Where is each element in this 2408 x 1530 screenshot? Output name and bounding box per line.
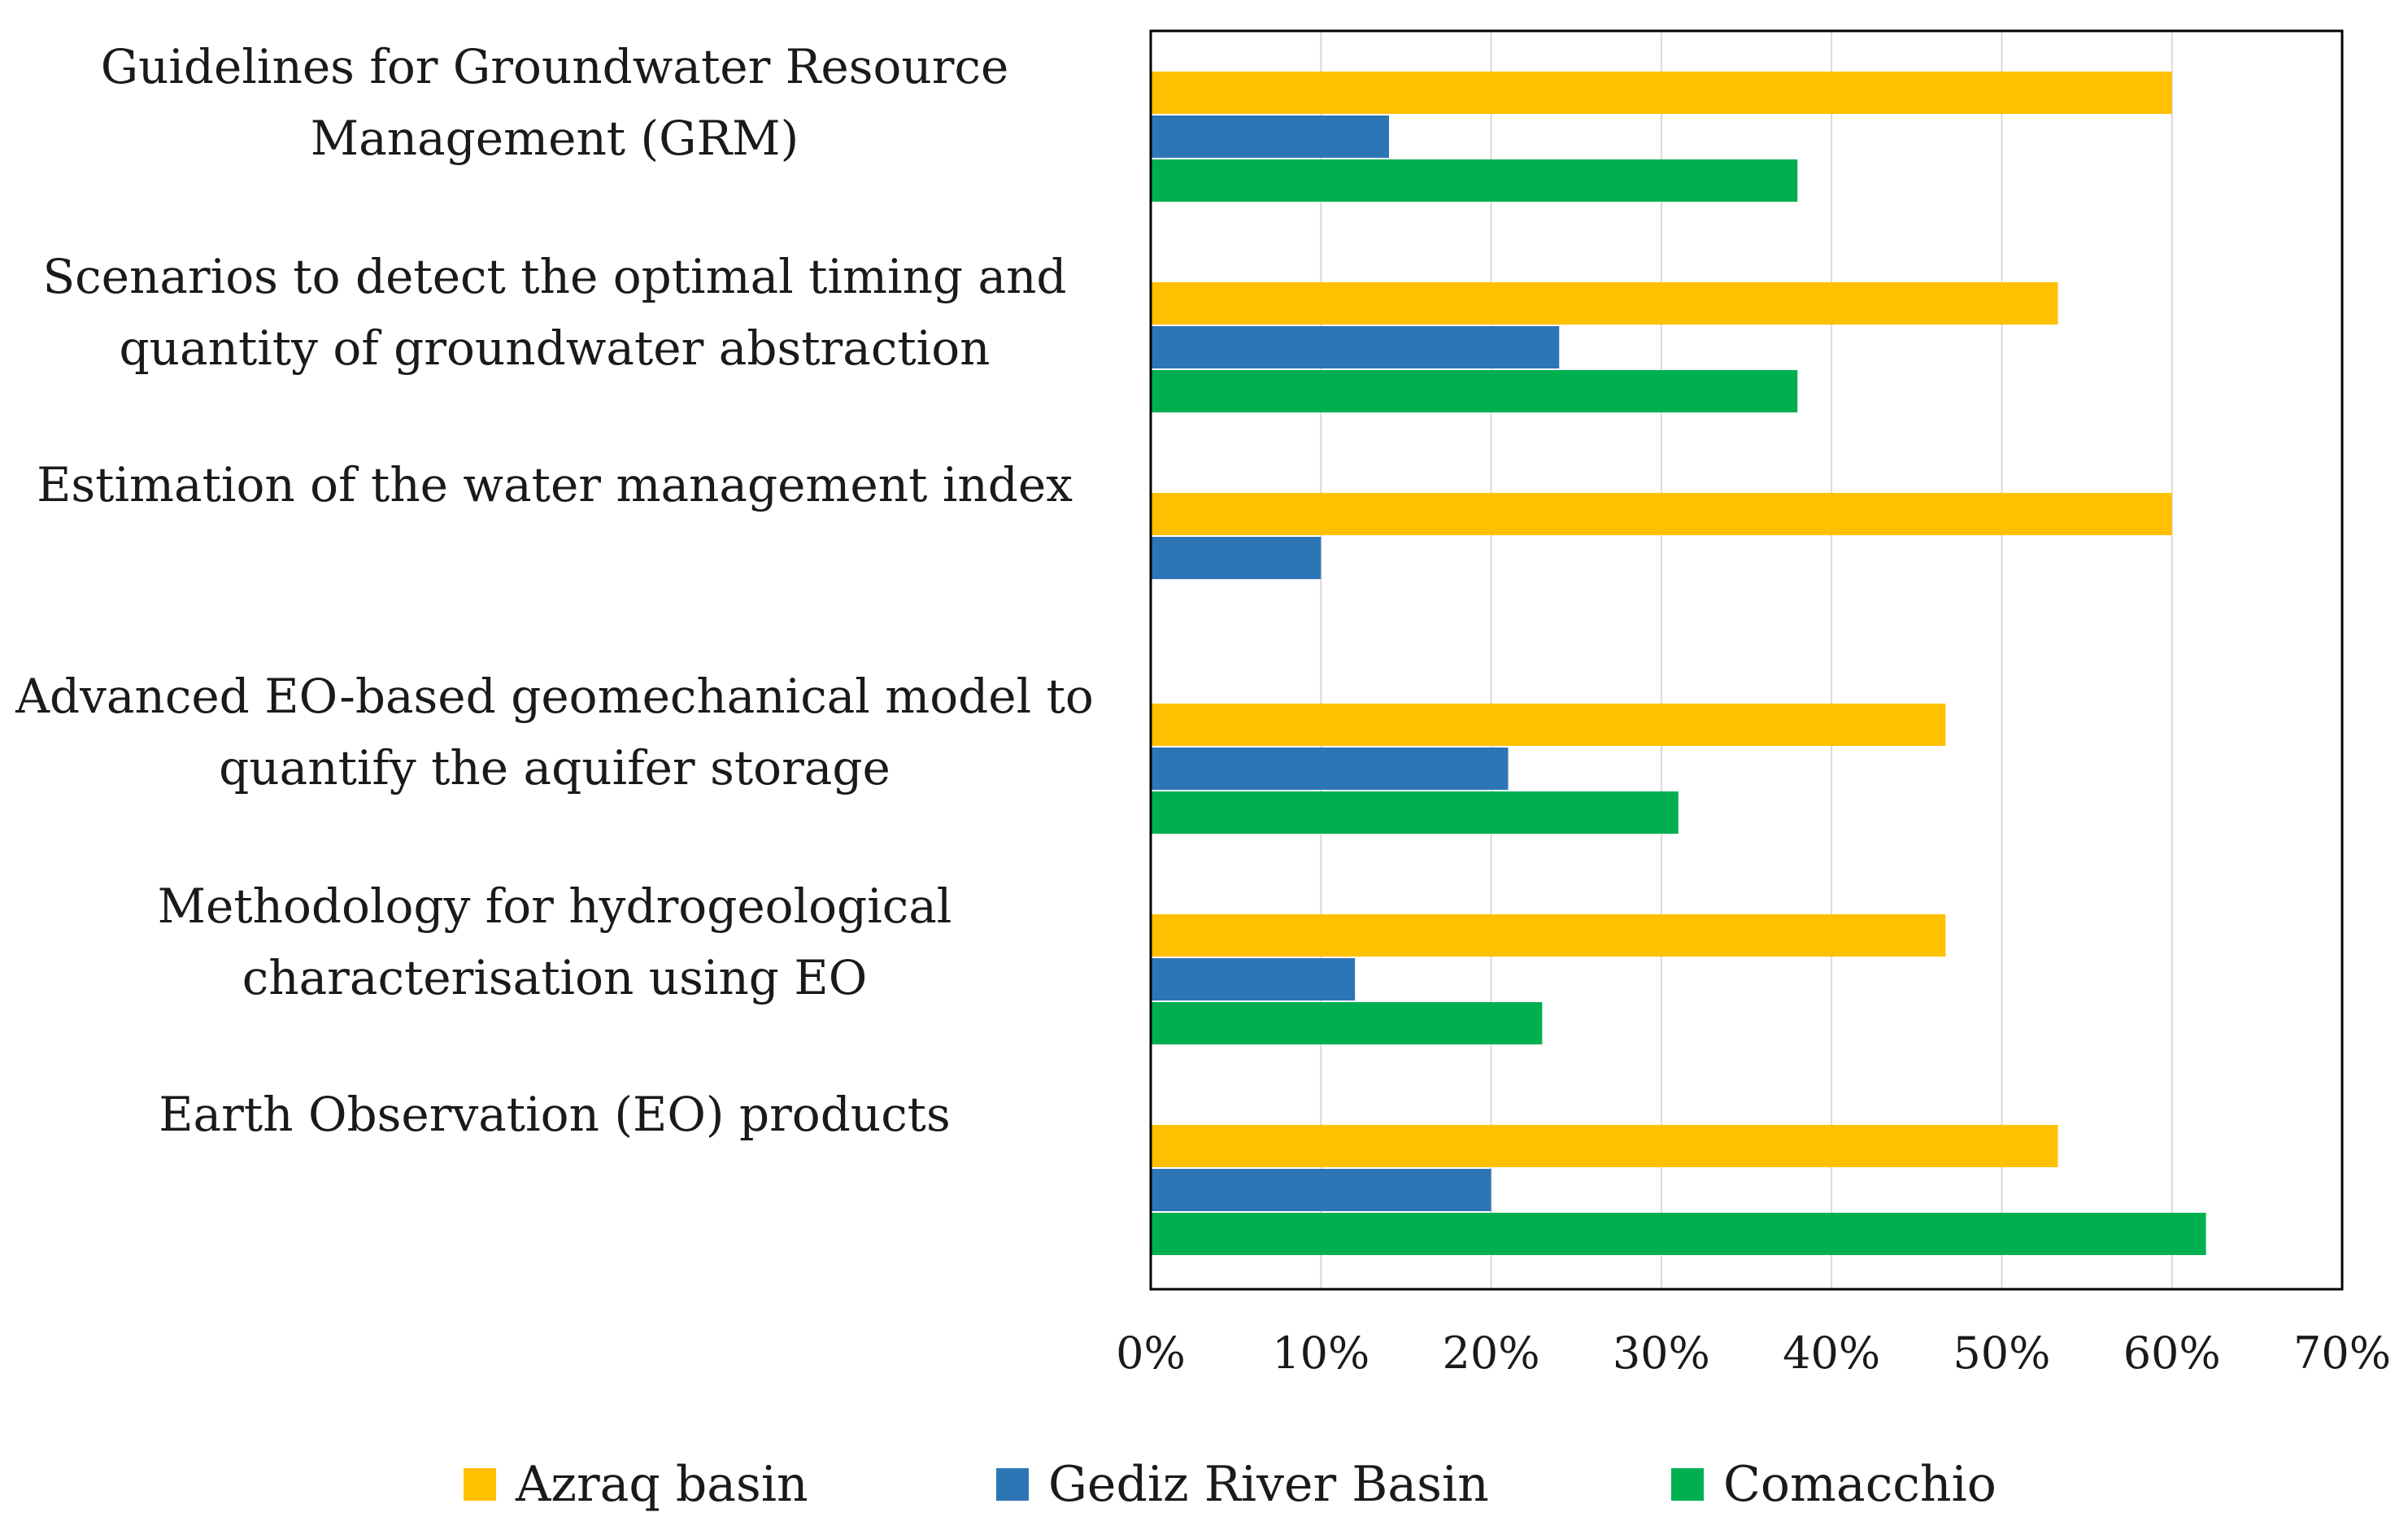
category-label: Earth Observation (EO) products — [10, 1079, 1099, 1150]
category-label: Guidelines for Groundwater Resource Manag… — [10, 31, 1099, 174]
bar-gediz-river-basin — [1151, 1169, 1491, 1211]
x-tick-label: 60% — [2123, 1327, 2221, 1379]
bar-comacchio — [1151, 159, 1798, 202]
bar-gediz-river-basin — [1151, 958, 1356, 1000]
category-label-line: Guidelines for Groundwater Resource — [100, 39, 1009, 94]
category-label-line: Estimation of the water management index — [37, 457, 1073, 512]
category-label-line: Scenarios to detect the optimal timing a… — [42, 249, 1067, 304]
category-label-line: Methodology for hydrogeological — [157, 878, 952, 934]
bar-gediz-river-basin — [1151, 748, 1509, 790]
bar-azraq-basin — [1151, 282, 2058, 325]
bar-gediz-river-basin — [1151, 537, 1322, 579]
bar-comacchio — [1151, 791, 1679, 834]
category-label-line: characterisation using EO — [242, 950, 868, 1005]
legend-item: Gediz River Basin — [996, 1456, 1489, 1513]
plot-border — [1149, 29, 2344, 1291]
category-label-line: Advanced EO-based geomechanical model to — [15, 669, 1094, 724]
x-tick-label: 50% — [1953, 1327, 2051, 1379]
bar-gediz-river-basin — [1151, 116, 1389, 158]
bar-gediz-river-basin — [1151, 326, 1560, 368]
legend-swatch — [996, 1468, 1029, 1501]
x-tick-label: 0% — [1116, 1327, 1186, 1379]
x-tick-label: 40% — [1783, 1327, 1881, 1379]
legend-label: Comacchio — [1723, 1456, 1997, 1513]
category-label-line: Management (GRM) — [310, 111, 799, 166]
bar-comacchio — [1151, 370, 1798, 412]
legend-swatch — [464, 1468, 496, 1501]
category-label: Scenarios to detect the optimal timing a… — [10, 241, 1099, 384]
bar-comacchio — [1151, 1213, 2206, 1255]
legend-swatch — [1671, 1468, 1704, 1501]
x-tick-label: 20% — [1442, 1327, 1540, 1379]
category-label: Estimation of the water management index — [10, 449, 1099, 521]
bar-comacchio — [1151, 1002, 1543, 1044]
category-label: Advanced EO-based geomechanical model to… — [10, 660, 1099, 804]
category-label: Methodology for hydrogeological character… — [10, 870, 1099, 1013]
legend-item: Comacchio — [1671, 1456, 1997, 1513]
x-tick-label: 10% — [1272, 1327, 1370, 1379]
x-tick-label: 30% — [1612, 1327, 1710, 1379]
bar-azraq-basin — [1151, 914, 1946, 957]
bar-azraq-basin — [1151, 704, 1946, 746]
legend-label: Gediz River Basin — [1048, 1456, 1489, 1513]
bar-azraq-basin — [1151, 72, 2172, 114]
category-label-line: quantify the aquifer storage — [219, 740, 890, 796]
bar-azraq-basin — [1151, 493, 2172, 535]
x-tick-label: 70% — [2293, 1327, 2392, 1379]
bar-azraq-basin — [1151, 1125, 2058, 1167]
category-label-line: Earth Observation (EO) products — [159, 1087, 951, 1142]
legend-label: Azraq basin — [516, 1456, 808, 1513]
legend-item: Azraq basin — [464, 1456, 808, 1513]
category-label-line: quantity of groundwater abstraction — [119, 320, 991, 376]
